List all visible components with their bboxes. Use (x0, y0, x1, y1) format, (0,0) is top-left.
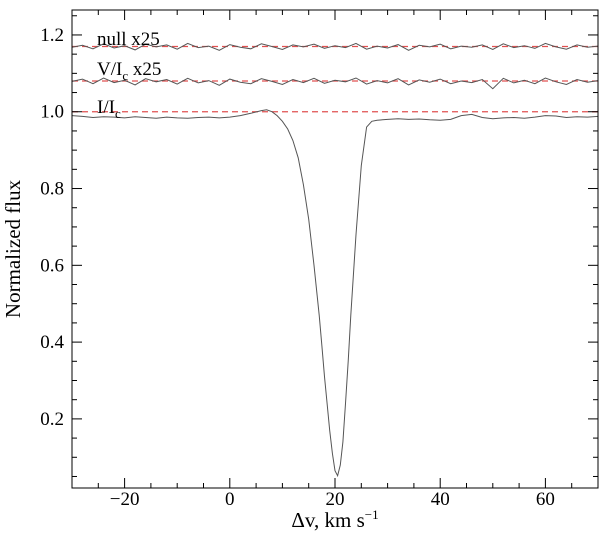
series-labels: null x25 V/Ic x25 I/Ic (97, 29, 161, 121)
y-tick-label: 0.6 (40, 255, 64, 276)
x-tick-label: 0 (225, 489, 235, 510)
series-lines (71, 42, 599, 478)
series-line (71, 42, 599, 51)
x-axis-title: Δv, km s−1 (291, 507, 378, 532)
x-tick-label: 20 (326, 489, 345, 510)
series-label: V/Ic x25 (97, 59, 161, 83)
x-tick-label: −20 (110, 489, 140, 510)
reference-lines (72, 45, 598, 113)
y-tick-label: 0.2 (40, 409, 64, 430)
y-tick-label: 1.2 (40, 25, 64, 46)
x-tick-label: 60 (536, 489, 555, 510)
series-label: I/Ic (97, 97, 121, 121)
y-tick-label: 0.4 (40, 332, 64, 353)
series-line (71, 109, 599, 478)
axis-ticks: −20 0 20 40 60 0.2 0.4 0.6 0.8 1.0 1.2 (40, 10, 599, 510)
y-tick-label: 1.0 (40, 102, 64, 123)
series-label: null x25 (97, 29, 160, 50)
x-tick-label: 40 (431, 489, 450, 510)
series-line (71, 77, 599, 90)
y-axis-title: Normalized flux (1, 179, 25, 318)
y-tick-label: 0.8 (40, 179, 64, 200)
